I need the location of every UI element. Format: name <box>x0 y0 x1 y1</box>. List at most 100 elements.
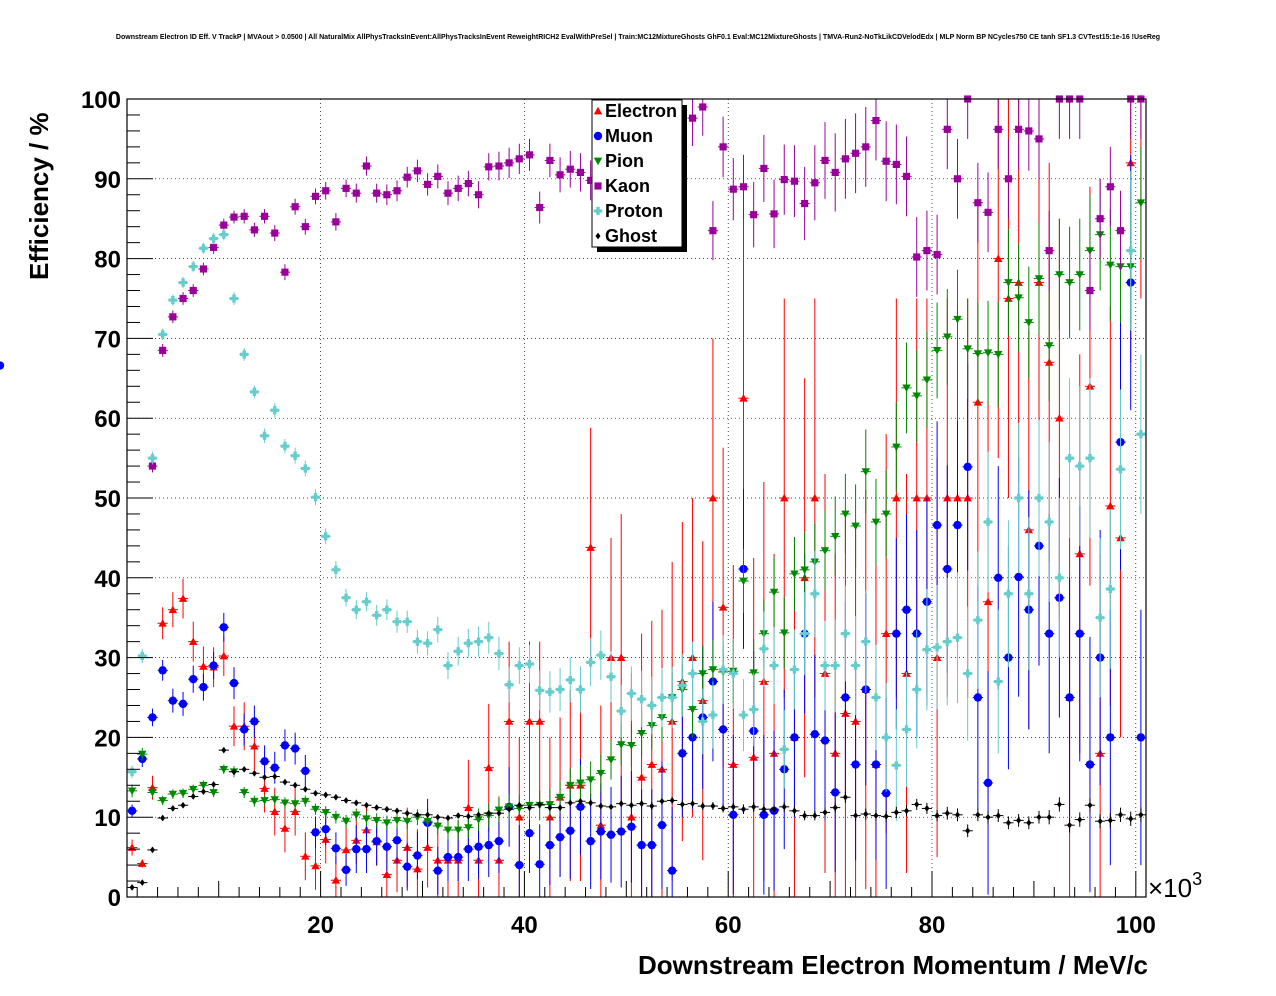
data-point <box>229 294 239 303</box>
data-point <box>127 767 137 776</box>
data-point <box>994 677 1003 686</box>
data-point <box>1005 819 1011 827</box>
data-point <box>790 665 799 674</box>
data-point <box>791 807 797 815</box>
data-point <box>892 160 900 169</box>
data-point <box>178 699 188 709</box>
data-point <box>881 789 891 798</box>
data-point <box>229 722 239 730</box>
data-point <box>943 333 952 342</box>
data-point <box>637 840 646 850</box>
data-point <box>321 532 330 541</box>
data-point <box>902 384 911 393</box>
legend-label-kaon: Kaon <box>605 176 650 196</box>
data-point <box>168 696 178 705</box>
data-point <box>1014 493 1023 503</box>
data-point <box>994 254 1003 262</box>
data-point <box>576 168 585 176</box>
data-point <box>372 836 381 846</box>
data-point <box>944 809 950 817</box>
data-point <box>882 157 890 165</box>
data-point <box>352 811 361 820</box>
data-point <box>718 665 728 674</box>
data-point <box>189 262 198 271</box>
data-point <box>433 625 442 634</box>
data-point <box>617 706 626 716</box>
data-point <box>974 199 982 207</box>
y-tick-label: 40 <box>94 566 121 593</box>
data-point <box>434 172 442 180</box>
data-point <box>199 682 208 692</box>
data-point <box>423 639 432 648</box>
data-point <box>1075 271 1084 279</box>
data-point <box>219 651 229 660</box>
data-point <box>1138 811 1144 819</box>
data-point <box>382 870 392 879</box>
data-point <box>820 661 830 670</box>
data-point <box>260 212 269 220</box>
data-point <box>759 644 769 653</box>
data-point <box>842 793 848 801</box>
data-point <box>454 184 462 192</box>
data-point <box>893 809 899 816</box>
data-point <box>363 801 369 809</box>
data-point <box>975 811 981 819</box>
legend-label-ghost: Ghost <box>605 226 657 246</box>
data-point <box>820 547 830 555</box>
data-point <box>841 629 850 638</box>
data-point <box>831 788 840 797</box>
data-point <box>1045 247 1053 255</box>
data-point <box>138 651 147 661</box>
data-point <box>802 812 808 819</box>
data-point <box>168 790 178 799</box>
data-point <box>730 803 736 811</box>
data-point <box>504 680 514 689</box>
data-point <box>433 866 442 875</box>
data-point <box>301 223 309 231</box>
data-point <box>180 801 186 809</box>
data-point <box>1035 135 1043 143</box>
data-point <box>179 294 187 303</box>
data-point <box>902 725 911 734</box>
data-point <box>341 865 351 875</box>
data-point <box>333 793 339 801</box>
data-point <box>708 710 718 720</box>
data-point <box>545 687 555 697</box>
data-point <box>698 670 707 678</box>
data-point <box>761 805 767 813</box>
data-point <box>690 800 696 807</box>
data-point <box>292 781 298 789</box>
data-point <box>443 826 453 835</box>
data-point <box>270 406 279 415</box>
data-point <box>851 760 860 769</box>
data-point <box>994 125 1002 133</box>
data-point <box>627 742 636 750</box>
data-point <box>515 860 524 870</box>
data-point <box>189 286 197 295</box>
data-point <box>525 717 534 725</box>
data-point <box>872 116 880 125</box>
data-point <box>270 763 279 772</box>
data-point <box>780 629 789 638</box>
data-point <box>435 813 441 821</box>
data-point <box>749 705 758 714</box>
data-point <box>280 799 290 808</box>
data-point <box>811 179 819 187</box>
data-point <box>769 588 779 597</box>
data-point <box>362 844 371 854</box>
data-point <box>486 809 492 817</box>
data-point <box>708 493 718 502</box>
data-point <box>1065 693 1074 702</box>
data-point <box>1004 589 1013 598</box>
data-point <box>425 811 431 819</box>
data-point <box>342 184 350 192</box>
data-point <box>1085 760 1095 769</box>
data-point <box>1036 813 1042 821</box>
data-point <box>606 830 616 839</box>
data-point <box>506 805 512 813</box>
data-point <box>555 793 565 802</box>
data-point <box>189 674 198 684</box>
data-point <box>505 159 513 167</box>
data-point <box>567 799 573 807</box>
data-point <box>943 125 951 133</box>
